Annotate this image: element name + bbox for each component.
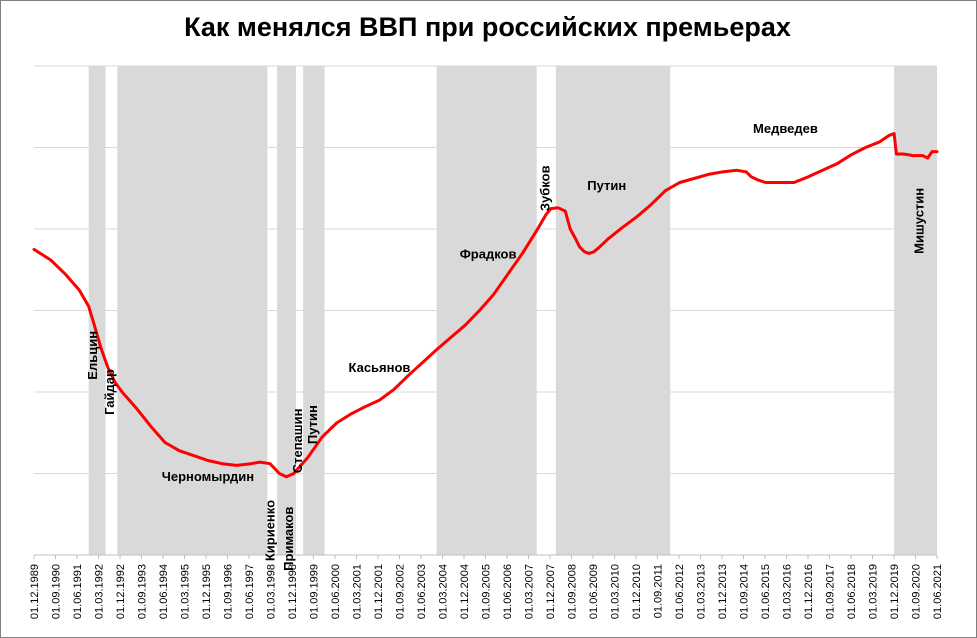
x-tick-label: 01.03.1998 xyxy=(266,564,278,619)
x-tick-label: 01.06.1997 xyxy=(244,564,256,619)
x-tick-label: 01.09.1999 xyxy=(309,564,321,619)
x-tick-label: 01.03.2013 xyxy=(696,564,708,619)
x-tick-label: 01.12.2001 xyxy=(373,564,385,619)
x-tick-label: 01.12.1998 xyxy=(287,564,299,619)
x-tick-label: 01.09.2014 xyxy=(739,564,751,619)
x-tick-label: 01.03.2016 xyxy=(782,564,794,619)
x-tick-label: 01.06.2018 xyxy=(846,564,858,619)
x-tick-label: 01.03.2007 xyxy=(524,564,536,619)
x-tick-label: 01.03.2001 xyxy=(352,564,364,619)
annotation-label: Степашин xyxy=(290,409,305,474)
x-tick-label: 01.06.1991 xyxy=(72,564,84,619)
annotation-label: Зубков xyxy=(538,165,553,211)
annotation-label: Путин xyxy=(305,405,320,444)
gdp-series-line xyxy=(32,132,939,479)
x-tick-label: 01.09.1996 xyxy=(223,564,235,619)
annotation-label: Гайдар xyxy=(102,369,117,415)
x-tick-label: 01.12.2019 xyxy=(889,564,901,619)
x-tick-label: 01.12.2004 xyxy=(459,564,471,619)
x-tick-label: 01.06.2006 xyxy=(502,564,514,619)
x-tick-label: 01.03.2010 xyxy=(610,564,622,619)
annotation-label: Путин xyxy=(587,178,626,193)
x-tick-label: 01.12.2016 xyxy=(803,564,815,619)
x-tick-label: 01.12.2010 xyxy=(631,564,643,619)
annotation-label: Кириенко xyxy=(262,500,277,561)
x-tick-label: 01.09.2017 xyxy=(825,564,837,619)
x-tick-label: 01.03.2004 xyxy=(438,564,450,619)
annotation-label: Мишустин xyxy=(911,188,926,254)
x-tick-label: 01.12.2007 xyxy=(545,564,557,619)
x-tick-label: 01.03.2019 xyxy=(868,564,880,619)
x-tick-label: 01.09.1993 xyxy=(137,564,149,619)
x-tick-label: 01.12.1992 xyxy=(115,564,127,619)
series-line xyxy=(32,132,939,479)
x-tick-label: 01.06.2009 xyxy=(588,564,600,619)
x-tick-label: 01.12.1995 xyxy=(201,564,213,619)
x-tick-label: 01.06.2003 xyxy=(416,564,428,619)
x-tick-label: 01.09.2005 xyxy=(481,564,493,619)
x-tick-label: 01.03.1992 xyxy=(94,564,106,619)
chart-title: Как менялся ВВП при российских премьерах xyxy=(184,12,791,42)
x-tick-label: 01.03.1995 xyxy=(180,564,192,619)
x-tick-label: 01.09.2002 xyxy=(395,564,407,619)
x-tick-label: 01.06.2000 xyxy=(330,564,342,619)
annotation-label: Фрадков xyxy=(460,247,517,262)
annotation-label: Касьянов xyxy=(349,360,411,375)
x-tick-label: 01.12.1989 xyxy=(29,564,41,619)
x-tick-label: 01.06.1994 xyxy=(158,564,170,619)
x-tick-label: 01.09.2008 xyxy=(567,564,579,619)
x-tick-label: 01.09.2011 xyxy=(653,564,665,618)
x-tick-label: 01.09.2020 xyxy=(911,564,923,619)
annotation-label: Медведев xyxy=(753,121,818,136)
annotation-label: Ельцин xyxy=(85,331,100,380)
x-tick-label: 01.06.2021 xyxy=(932,564,944,619)
x-tick-label: 01.06.2015 xyxy=(760,564,772,619)
annotation-label: Примаков xyxy=(281,507,296,571)
x-tick-label: 01.06.2012 xyxy=(674,564,686,619)
annotation-label: Черномырдин xyxy=(162,469,254,484)
x-tick-label: 01.12.2013 xyxy=(717,564,729,619)
x-tick-label: 01.09.1990 xyxy=(51,564,63,619)
x-axis: 01.12.1989 01.09.1990 01.06.1991 01.03.1992… xyxy=(29,555,944,619)
